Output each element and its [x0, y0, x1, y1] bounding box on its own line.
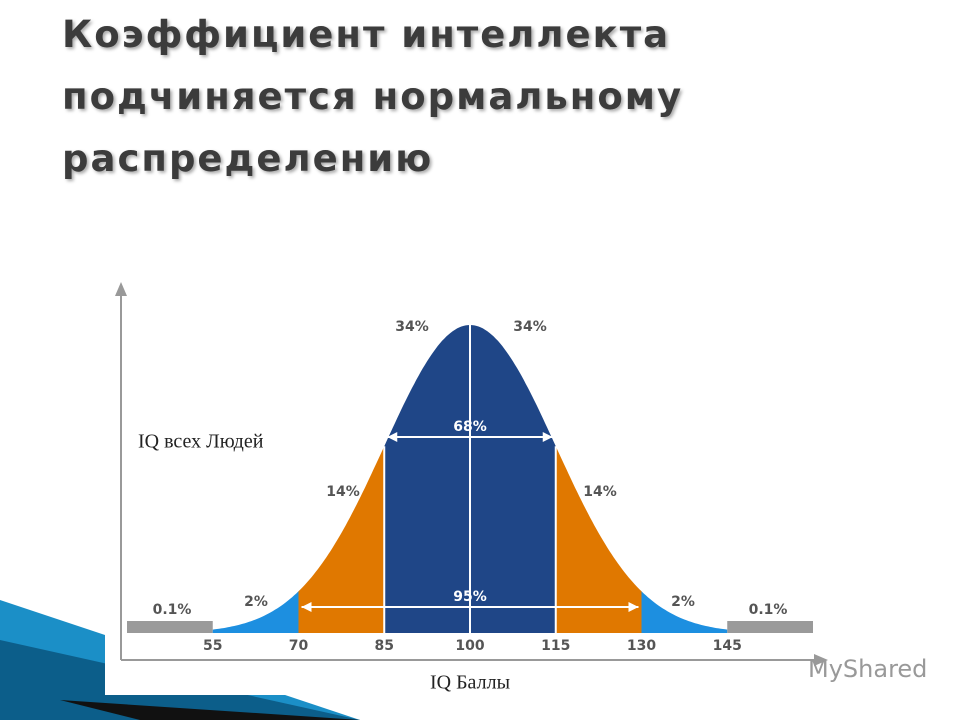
- region: [641, 591, 728, 633]
- watermark: MyShared: [808, 655, 927, 683]
- region: [555, 446, 642, 633]
- x-tick-label: 115: [541, 638, 570, 654]
- arrow-head: [387, 432, 398, 442]
- x-tick-label: 70: [289, 638, 309, 654]
- y-axis-label: IQ всех Людей: [138, 431, 264, 453]
- value-label: 2%: [671, 594, 695, 610]
- value-label: 0.1%: [153, 602, 192, 618]
- region: [384, 325, 470, 633]
- region: [298, 446, 385, 633]
- x-tick-label: 145: [713, 638, 742, 654]
- tail-region: [127, 621, 213, 633]
- value-label: 34%: [513, 319, 547, 335]
- x-axis-label: IQ Баллы: [430, 672, 510, 694]
- x-tick-label: 100: [455, 638, 484, 654]
- slide-title: Коэффициент интеллекта подчиняется норма…: [62, 4, 683, 190]
- decor: [60, 700, 360, 720]
- x-axis-arrow: [814, 654, 828, 666]
- value-label: 34%: [395, 319, 429, 335]
- x-tick-label: 85: [375, 638, 394, 654]
- value-label: 0.1%: [749, 602, 788, 618]
- region: [470, 325, 556, 633]
- title-line: Коэффициент интеллекта: [62, 13, 671, 56]
- y-axis-arrow: [115, 282, 127, 296]
- value-label: 14%: [326, 484, 360, 500]
- value-label: 14%: [583, 484, 617, 500]
- title-line: распределению: [62, 137, 434, 180]
- arrow-head: [301, 602, 312, 612]
- x-tick-label: 55: [203, 638, 222, 654]
- tail-region: [727, 621, 813, 633]
- arrow-head: [542, 432, 553, 442]
- value-label: 2%: [244, 594, 268, 610]
- span-label: 68%: [453, 419, 487, 435]
- span-label: 95%: [453, 589, 487, 605]
- arrow-head: [628, 602, 639, 612]
- title-line: подчиняется нормальному: [62, 75, 684, 118]
- region: [212, 591, 299, 633]
- x-tick-label: 130: [627, 638, 656, 654]
